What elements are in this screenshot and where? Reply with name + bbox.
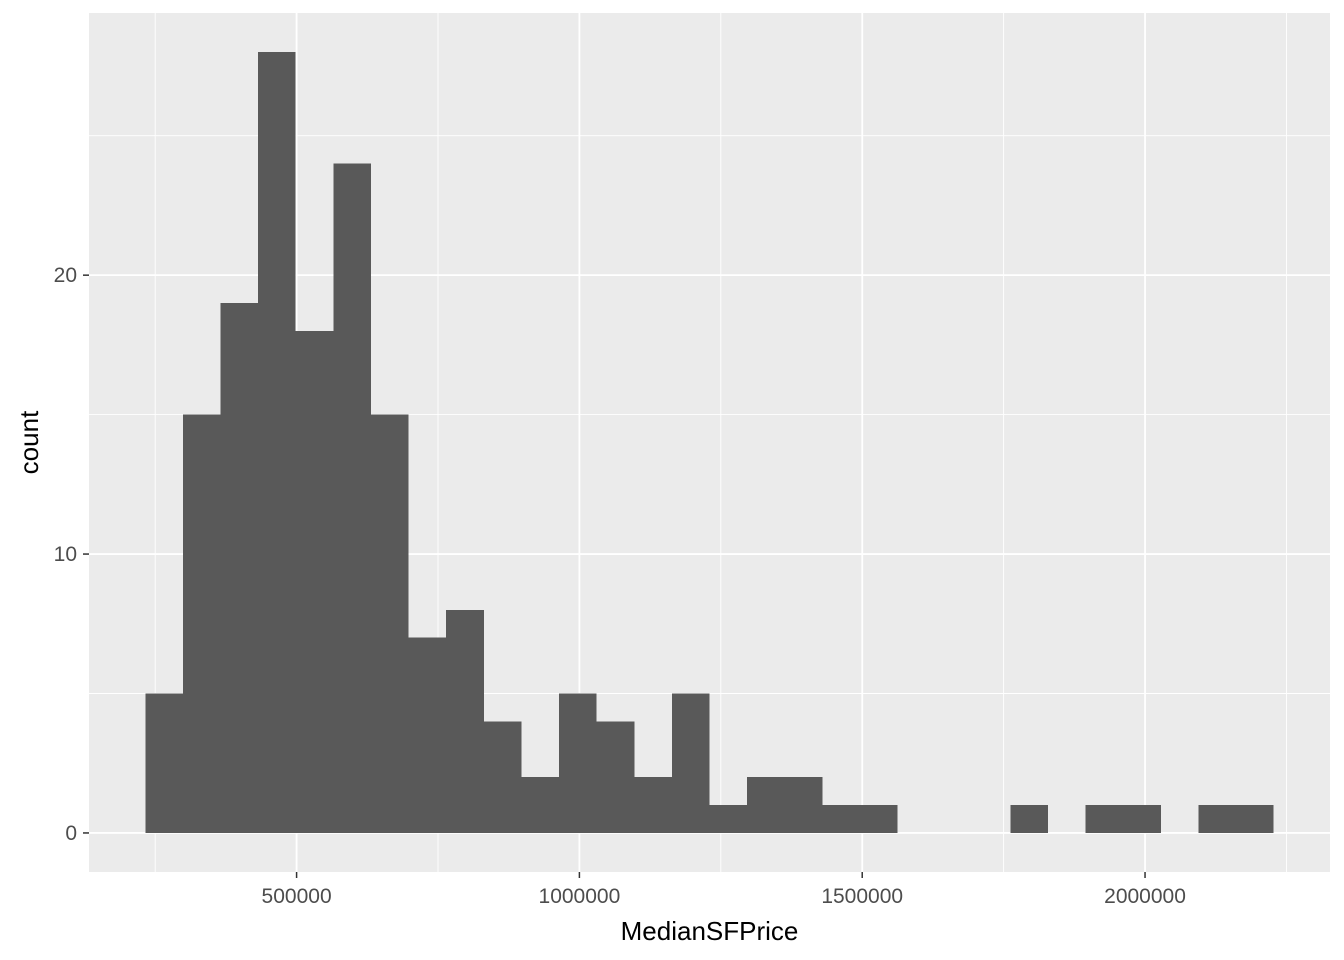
x-tick-label: 2000000 <box>1104 885 1186 908</box>
histogram-bar <box>634 777 672 833</box>
histogram-bar <box>446 609 484 833</box>
histogram-bar <box>1198 805 1237 833</box>
histogram-bar <box>859 805 898 833</box>
histogram-bar <box>559 693 597 833</box>
histogram-bar <box>145 693 183 833</box>
histogram-bar <box>333 163 371 833</box>
histogram-bars <box>145 52 1274 833</box>
x-tick-label: 1500000 <box>821 885 903 908</box>
histogram-bar <box>747 777 785 833</box>
y-axis-title: count <box>14 410 44 474</box>
histogram-bar <box>408 637 447 833</box>
histogram-bar <box>370 414 409 833</box>
histogram-bar <box>1085 805 1124 833</box>
histogram-bar <box>671 693 710 833</box>
x-axis-ticks: 500000 1000000 1500000 2000000 <box>262 872 1186 908</box>
y-tick-label: 10 <box>54 543 77 566</box>
histogram-bar <box>483 721 522 833</box>
histogram-bar <box>1236 805 1274 833</box>
histogram-bar <box>1010 805 1049 833</box>
histogram-bar <box>521 777 560 833</box>
histogram-bar <box>295 330 334 833</box>
histogram-bar <box>1123 805 1161 833</box>
y-tick-label: 20 <box>54 264 77 287</box>
histogram-bar <box>220 303 259 833</box>
y-tick-label: 0 <box>65 822 77 845</box>
x-tick-label: 1000000 <box>539 885 621 908</box>
y-axis-ticks: 0 10 20 <box>54 264 89 845</box>
x-axis-title: MedianSFPrice <box>621 916 799 946</box>
histogram-bar <box>258 52 296 833</box>
histogram-bar <box>784 777 823 833</box>
histogram-bar <box>822 805 860 833</box>
histogram-bar <box>709 805 748 833</box>
histogram-bar <box>182 414 221 833</box>
histogram-bar <box>596 721 635 833</box>
x-tick-label: 500000 <box>262 885 332 908</box>
